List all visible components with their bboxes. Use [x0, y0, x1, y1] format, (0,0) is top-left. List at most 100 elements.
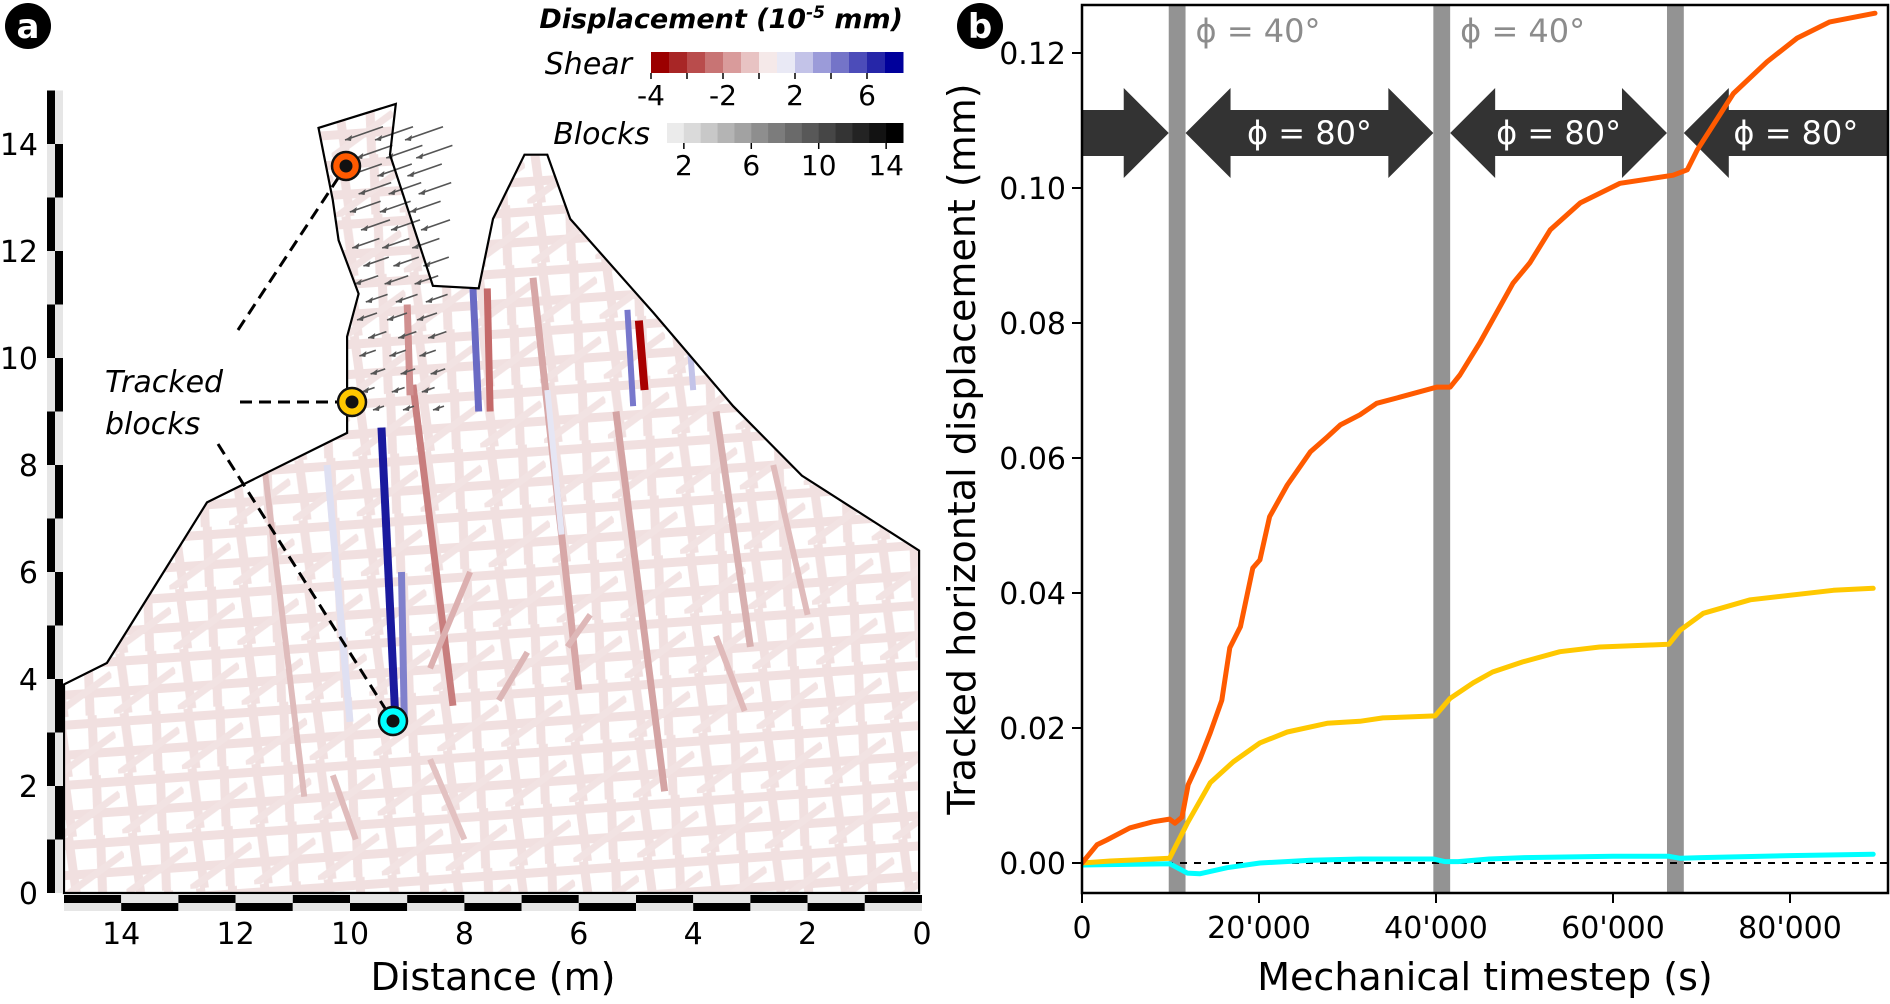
shear-joint: [483, 288, 494, 412]
x-scale-segment: [578, 895, 636, 903]
arrow-head: [361, 225, 368, 231]
colorbar-swatch: [835, 123, 853, 143]
blocks-label: Blocks: [553, 117, 650, 152]
arrow-head: [389, 351, 397, 357]
tracked-block-center: [345, 395, 359, 409]
y-scale-segment: [55, 197, 63, 251]
arrow-head: [352, 243, 360, 249]
phi-arrow: [1450, 88, 1667, 178]
x-scale-segment: [292, 903, 350, 911]
y-tick-label: 0.12: [999, 37, 1066, 72]
shear-label: Shear: [545, 47, 634, 82]
x-scale-segment: [350, 895, 408, 903]
y-tick-label: 6: [19, 556, 38, 591]
shear-joint: [330, 774, 359, 841]
arrow-head: [418, 189, 426, 195]
tracked-block-center: [339, 159, 353, 173]
y-tick-label: 0.04: [999, 577, 1066, 612]
y-scale-segment: [55, 465, 63, 519]
legend-title-exponent: -5: [806, 3, 825, 23]
y-tick-label: 0.02: [999, 712, 1066, 747]
colorbar-swatch: [723, 52, 742, 73]
x-tick-label: 0: [1072, 911, 1091, 946]
x-tick-label: 20'000: [1207, 911, 1311, 946]
y-scale-segment: [47, 358, 55, 412]
x-ticks: 0 20'000 40'000 60'000 80'000: [1072, 893, 1842, 946]
x-scale-segment: [178, 903, 236, 911]
tracked-block-center: [386, 714, 400, 728]
x-tick-labels: 14 12 10 8 6 4 2 0: [102, 917, 931, 952]
y-tick-labels: 0 2 4 6 8 10 12 14: [0, 128, 38, 912]
arrow-head: [419, 351, 427, 357]
legend-title: Displacement (10-5 mm): [539, 3, 903, 35]
colorbar-swatch: [813, 52, 832, 73]
shear-joint: [634, 320, 649, 391]
x-scale-segment: [807, 903, 865, 911]
y-scale-segment: [55, 144, 63, 198]
colorbar-swatch: [751, 123, 769, 143]
x-tick-label: 14: [102, 917, 140, 952]
tracked-block-markers: [330, 150, 409, 737]
arrow-head: [379, 207, 387, 213]
y-scale-segment: [47, 839, 55, 893]
shear-joints: [261, 277, 811, 841]
y-tick-label: 2: [19, 770, 38, 805]
y-tick-label: 12: [0, 235, 38, 270]
x-scale-segment: [693, 895, 751, 903]
arrow-head: [417, 315, 424, 321]
colorbar-tick-label: -4: [637, 79, 665, 112]
arrow-head: [403, 405, 410, 411]
colorbar-swatch: [734, 123, 752, 143]
colorbar-swatch: [831, 52, 850, 73]
y-scale-segment: [47, 518, 55, 572]
x-tick-label: 12: [217, 917, 255, 952]
colorbar-swatch: [886, 123, 904, 143]
shear-joint: [687, 352, 697, 391]
panel-label-b: b: [957, 3, 1003, 49]
series-lines: [1082, 10, 1878, 877]
domain-outline: [62, 102, 921, 895]
y-scale-segment: [55, 251, 63, 305]
x-scale-segment: [121, 895, 179, 903]
colorbar-swatch: [705, 52, 724, 73]
panel-label-b-text: b: [968, 7, 992, 47]
y-scale-segment: [55, 90, 63, 144]
x-scale-segment: [235, 895, 293, 903]
arrow-head: [365, 297, 373, 303]
arrow-head: [349, 207, 357, 213]
shear-joint: [469, 288, 483, 412]
y-scale-segment: [47, 304, 55, 358]
shear-joint: [409, 384, 457, 707]
x-tick-label: 6: [569, 917, 588, 952]
friction-band: [1433, 5, 1451, 893]
colorbar-tick-label: 6: [742, 149, 760, 182]
shear-colorbar-ticks: -4 -2 2 6: [637, 73, 876, 112]
y-tick-label: 0.00: [999, 847, 1066, 882]
arrow-head: [363, 261, 371, 267]
phi-40-label: ϕ = 40°: [1460, 12, 1585, 50]
x-axis-label: Distance (m): [371, 955, 616, 999]
phi-80-label: ϕ = 80°: [1496, 114, 1621, 152]
arrow-head: [354, 279, 362, 285]
annotation-tracked: Tracked: [105, 365, 224, 400]
colorbar-swatch: [867, 52, 886, 73]
colorbar-swatch: [700, 123, 719, 143]
shear-joint: [427, 570, 473, 670]
y-scale-segment: [55, 679, 63, 733]
shear-joint: [377, 427, 400, 728]
panel-label-b-circle: [957, 3, 1003, 49]
colorbar-swatch: [869, 123, 887, 143]
x-scale-segment: [636, 903, 694, 911]
arrow-head: [405, 135, 412, 141]
arrow-head: [414, 279, 422, 285]
y-tick-label: 14: [0, 128, 38, 163]
panel-label-a: a: [5, 3, 51, 49]
arrow-head: [395, 297, 403, 303]
colorbar-swatch: [818, 123, 837, 143]
x-tick-label: 0: [912, 917, 931, 952]
legend-title-main: Displacement (10: [539, 4, 806, 35]
colorbar-swatch: [651, 52, 670, 73]
rock-domain: [62, 102, 921, 895]
phi-arrow: [1082, 88, 1169, 178]
